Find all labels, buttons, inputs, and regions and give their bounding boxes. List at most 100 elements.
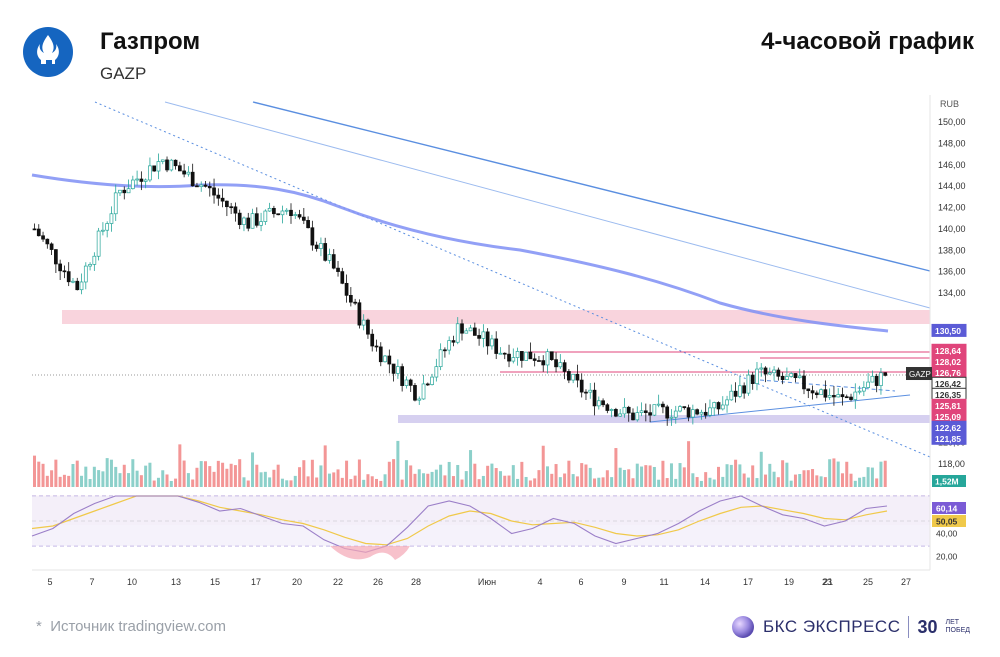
- volume-bar: [315, 477, 319, 487]
- volume-bar: [597, 477, 601, 487]
- candle-body: [857, 390, 862, 393]
- brand-logo: БКС ЭКСПРЕСС 30 ЛЕТ ПОБЕД: [731, 614, 970, 640]
- candle-body: [443, 349, 447, 352]
- price-label: 125,09: [935, 412, 961, 422]
- volume-bar: [678, 463, 682, 487]
- volume-bar: [221, 462, 225, 487]
- candle-body: [588, 389, 593, 393]
- volume-bar: [644, 465, 648, 487]
- volume-bar: [80, 475, 84, 487]
- candle-body: [49, 243, 54, 250]
- candle-body: [289, 209, 293, 216]
- company-title: Газпром: [100, 28, 201, 55]
- volume-bar: [622, 469, 626, 487]
- volume-bar: [439, 464, 443, 487]
- time-tick-label: 25: [863, 577, 873, 587]
- volume-bar: [289, 480, 293, 487]
- candle-body: [434, 366, 439, 378]
- volume-bar: [875, 478, 879, 487]
- chart-area: RUB 150,00 148,00 146,00 144,00 142,00 140,00 1…: [0, 95, 1000, 600]
- volume-bar: [280, 478, 284, 487]
- volume-bar: [516, 478, 520, 487]
- rsi-line: [31, 495, 888, 553]
- volume-bar: [546, 466, 549, 487]
- candle-body: [400, 366, 404, 386]
- volume-bar: [67, 475, 71, 487]
- header: Газпром GAZP 4-часовой график: [0, 0, 1000, 95]
- candle-body: [306, 220, 310, 229]
- volume-bar: [370, 476, 374, 487]
- candle-body: [567, 371, 571, 381]
- candle-body: [383, 355, 387, 363]
- volume-bar: [323, 445, 327, 487]
- candle-body: [682, 406, 687, 409]
- candle-body: [866, 381, 870, 388]
- volume-bar: [793, 474, 797, 487]
- candle-body: [203, 184, 208, 187]
- candle-body: [113, 192, 118, 215]
- volume-bar: [114, 466, 118, 487]
- volume-bar: [182, 460, 186, 487]
- candle-body: [319, 243, 323, 249]
- candle-body: [592, 389, 597, 407]
- volume-bar: [840, 473, 844, 487]
- candle-body: [511, 357, 516, 362]
- volume-bar: [460, 479, 464, 487]
- time-tick-label: 20: [292, 577, 302, 587]
- price-label: 126,42: [935, 379, 961, 389]
- volume-bar: [426, 473, 430, 487]
- candle-body: [639, 410, 644, 414]
- volume-bar: [127, 473, 131, 487]
- price-label: 130,50: [935, 326, 961, 336]
- volume-bar: [699, 480, 703, 487]
- volume-bar: [631, 478, 635, 487]
- candle-body: [378, 346, 383, 363]
- time-tick-label: 19: [784, 577, 794, 587]
- volume-bar: [858, 477, 862, 487]
- candle-body: [883, 372, 888, 376]
- volume-bar: [225, 468, 229, 487]
- candle-body: [408, 379, 413, 386]
- volume-bar: [204, 461, 207, 487]
- volume-bar: [789, 480, 793, 487]
- volume-bar: [520, 461, 524, 487]
- candle-body: [699, 411, 704, 415]
- candle-body: [404, 379, 409, 386]
- volume-bar: [353, 475, 357, 487]
- time-tick-label: 26: [373, 577, 383, 587]
- volume-bar: [298, 467, 302, 487]
- volume-bar: [139, 475, 143, 487]
- volume-bar: [580, 463, 584, 487]
- volume-bar: [430, 471, 434, 487]
- candle-body: [71, 280, 75, 283]
- volume-bar: [862, 476, 866, 487]
- candle-body: [823, 389, 828, 398]
- candle-body: [481, 331, 486, 339]
- candle-body: [41, 235, 45, 240]
- volume-bar: [605, 470, 609, 487]
- volume-bar: [725, 464, 729, 487]
- volume-bar: [404, 460, 408, 487]
- rsi-oversold-area: [330, 546, 410, 560]
- timeframe-title: 4-часовой график: [761, 28, 974, 55]
- volume-bar: [601, 477, 605, 487]
- candle-body: [83, 265, 88, 283]
- volume-bar: [212, 471, 216, 487]
- volume-bar: [447, 461, 451, 487]
- volume-bar: [537, 470, 541, 487]
- volume-bar: [785, 462, 789, 487]
- candle-body: [708, 407, 712, 416]
- volume-bar: [255, 464, 259, 487]
- candle-body: [216, 194, 221, 199]
- candle-body: [827, 395, 832, 398]
- gazp-tag-bg: [906, 367, 932, 381]
- volume-bar: [332, 472, 336, 487]
- candle-body: [178, 165, 182, 172]
- rsi-axis: 60,14 50,05 40,00 20,00: [932, 502, 966, 562]
- candle-body: [447, 340, 452, 351]
- brand-sub: ЛЕТ ПОБЕД: [946, 619, 970, 635]
- source-note: * Источник tradingview.com: [36, 618, 226, 635]
- volume-bar: [375, 478, 378, 487]
- triangle-lower: [649, 394, 911, 423]
- candle-body: [374, 345, 379, 348]
